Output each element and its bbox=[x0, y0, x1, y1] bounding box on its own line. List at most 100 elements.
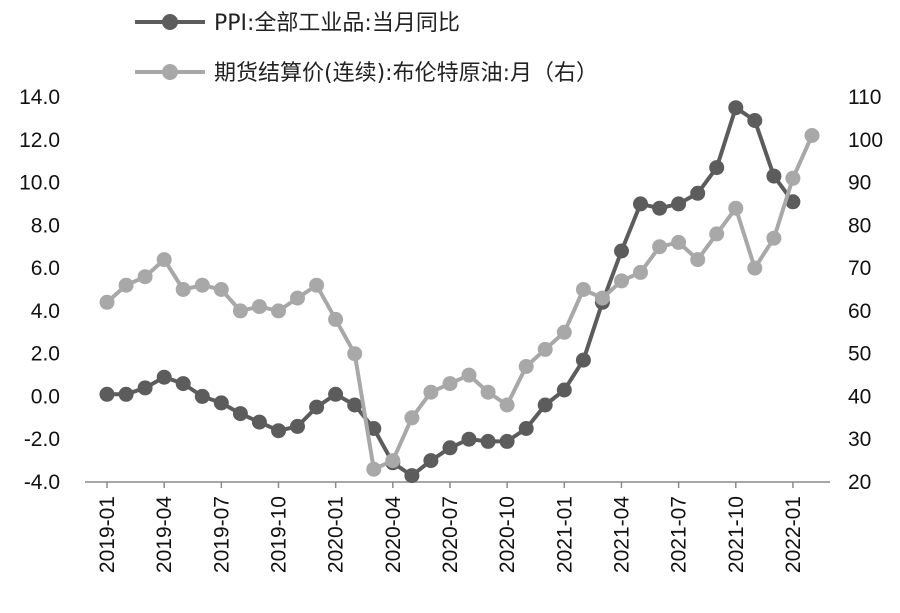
data-point-brent bbox=[271, 303, 286, 319]
y-right-tick-label: 90 bbox=[848, 172, 871, 195]
data-point-ppi bbox=[785, 194, 801, 210]
data-point-ppi bbox=[366, 421, 382, 436]
data-point-ppi bbox=[328, 386, 344, 402]
x-tick-label: 2020-04 bbox=[382, 496, 405, 573]
data-point-brent bbox=[347, 346, 363, 362]
data-point-brent bbox=[99, 294, 115, 310]
series-line-brent bbox=[105, 134, 814, 472]
data-point-brent bbox=[575, 282, 591, 297]
y-right-tick-label: 20 bbox=[848, 471, 871, 494]
data-point-brent bbox=[671, 234, 687, 250]
data-point-ppi bbox=[251, 414, 267, 430]
data-point-brent bbox=[804, 128, 820, 143]
data-point-ppi bbox=[290, 418, 305, 434]
data-point-brent bbox=[404, 410, 420, 426]
data-point-brent bbox=[137, 269, 153, 285]
x-axis: 2019-01 2019-04 2019-07 2019-10 2020-01 2020-… bbox=[96, 482, 805, 573]
data-point-brent bbox=[118, 277, 134, 293]
x-tick-label: 2021-10 bbox=[725, 496, 748, 573]
y-left-tick-label: 6.0 bbox=[31, 257, 60, 280]
data-point-brent bbox=[232, 303, 248, 319]
y-left-tick-label: 8.0 bbox=[31, 214, 60, 237]
y-left-tick-label: 12.0 bbox=[19, 129, 60, 152]
x-tick-label: 2022-01 bbox=[782, 496, 805, 573]
data-point-brent bbox=[690, 252, 706, 268]
data-point-brent bbox=[652, 239, 668, 255]
data-point-ppi bbox=[709, 160, 725, 176]
y-right-tick-label: 30 bbox=[848, 428, 871, 451]
x-tick-label: 2019-07 bbox=[210, 496, 233, 573]
data-point-brent bbox=[785, 170, 801, 186]
data-point-ppi bbox=[118, 386, 134, 402]
data-point-ppi bbox=[404, 468, 420, 484]
data-point-ppi bbox=[671, 196, 687, 212]
x-tick-label: 2019-01 bbox=[96, 496, 119, 573]
data-point-brent bbox=[537, 341, 553, 357]
data-point-brent bbox=[251, 299, 267, 315]
data-point-ppi bbox=[194, 388, 210, 404]
data-point-brent bbox=[499, 397, 515, 413]
y-left-tick-label: 14.0 bbox=[19, 86, 60, 109]
y-right-tick-label: 40 bbox=[848, 385, 871, 408]
y-left-tick-label: 10.0 bbox=[19, 172, 60, 195]
x-tick-label: 2021-07 bbox=[668, 496, 691, 573]
data-point-brent bbox=[614, 273, 629, 289]
legend-item-ppi: PPI:全部工业品:当月同比 bbox=[135, 11, 460, 36]
y-axis-left: 14.0 12.0 10.0 8.0 6.0 4.0 2.0 0.0 -2.0 -4.0 bbox=[19, 86, 60, 494]
data-point-brent bbox=[156, 252, 172, 268]
data-point-ppi bbox=[728, 100, 744, 116]
data-point-ppi bbox=[537, 397, 553, 413]
data-point-brent bbox=[290, 290, 305, 306]
legend-label-brent: 期货结算价(连续):布伦特原油:月（右） bbox=[214, 61, 598, 86]
data-point-ppi bbox=[575, 352, 591, 368]
data-point-ppi bbox=[652, 200, 668, 216]
plot-area bbox=[99, 100, 820, 484]
data-point-ppi bbox=[309, 399, 325, 415]
y-left-tick-label: 2.0 bbox=[31, 343, 60, 366]
data-point-ppi bbox=[213, 395, 229, 411]
data-point-ppi bbox=[690, 185, 706, 201]
data-point-ppi bbox=[156, 369, 172, 385]
data-point-brent bbox=[213, 282, 229, 297]
data-point-ppi bbox=[499, 433, 515, 449]
data-point-brent bbox=[633, 264, 648, 280]
data-point-brent bbox=[766, 230, 782, 246]
data-point-ppi bbox=[518, 421, 534, 436]
data-point-brent bbox=[309, 277, 325, 293]
y-axis-right: 110 100 90 80 70 60 50 40 30 20 bbox=[848, 86, 883, 494]
y-left-tick-label: -4.0 bbox=[24, 471, 60, 494]
data-point-brent bbox=[556, 324, 572, 340]
data-point-brent bbox=[461, 367, 477, 383]
x-tick-label: 2021-04 bbox=[610, 496, 633, 573]
data-point-ppi bbox=[766, 168, 782, 184]
x-tick-label: 2020-10 bbox=[496, 496, 519, 573]
y-left-tick-label: 4.0 bbox=[31, 300, 60, 323]
y-left-tick-label: 0.0 bbox=[31, 385, 60, 408]
data-point-ppi bbox=[99, 386, 115, 402]
data-point-ppi bbox=[347, 397, 363, 413]
legend-label-ppi: PPI:全部工业品:当月同比 bbox=[214, 11, 460, 36]
data-point-brent bbox=[728, 200, 744, 216]
data-point-brent bbox=[385, 453, 401, 469]
data-point-ppi bbox=[137, 380, 153, 396]
data-point-brent bbox=[518, 359, 534, 374]
data-point-brent bbox=[442, 376, 458, 392]
data-point-brent bbox=[709, 226, 725, 242]
legend: PPI:全部工业品:当月同比 期货结算价(连续):布伦特原油:月（右） bbox=[135, 11, 598, 86]
data-point-ppi bbox=[614, 243, 629, 259]
data-point-ppi bbox=[423, 453, 439, 469]
data-point-ppi bbox=[442, 440, 458, 456]
x-tick-label: 2019-10 bbox=[267, 496, 290, 573]
x-tick-label: 2020-07 bbox=[439, 496, 462, 573]
data-point-brent bbox=[747, 260, 763, 276]
y-left-tick-label: -2.0 bbox=[24, 428, 60, 451]
data-point-brent bbox=[594, 290, 610, 306]
data-point-brent bbox=[423, 384, 439, 400]
x-tick-label: 2021-01 bbox=[553, 496, 576, 573]
y-right-tick-label: 80 bbox=[848, 214, 871, 237]
data-point-ppi bbox=[232, 406, 248, 422]
data-point-ppi bbox=[747, 113, 763, 128]
data-point-brent bbox=[480, 384, 496, 400]
data-point-ppi bbox=[175, 376, 191, 392]
